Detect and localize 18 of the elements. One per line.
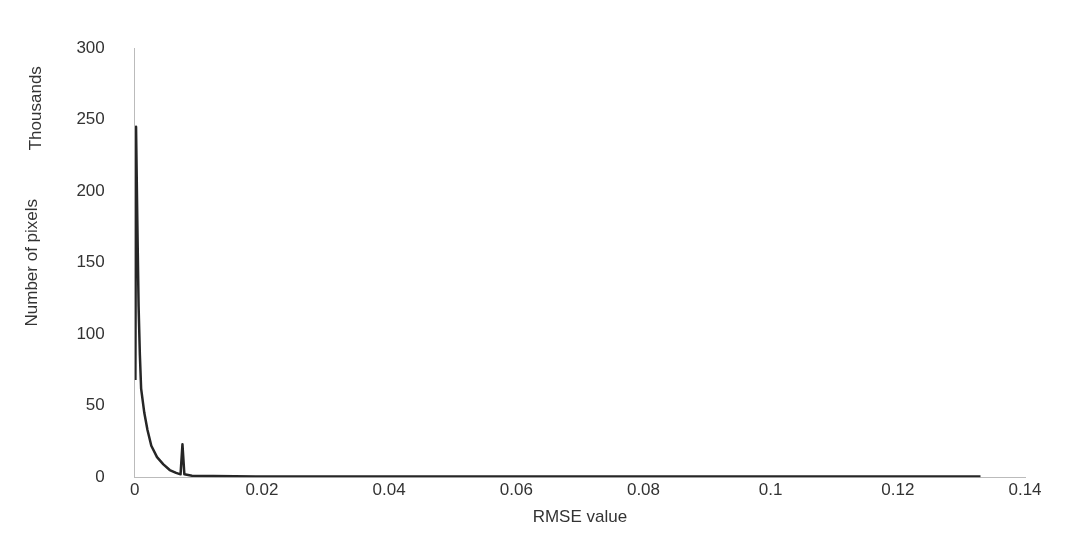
y-tick-label: 0 (95, 466, 105, 486)
y-tick-label: 250 (76, 109, 105, 129)
x-tick-label: 0.12 (881, 480, 915, 500)
x-tick-label: 0.1 (758, 480, 783, 500)
x-axis-title: RMSE value (532, 507, 628, 527)
x-tick-label: 0.14 (1008, 480, 1042, 500)
y-tick-label: 200 (76, 180, 105, 200)
x-tick-label: 0.04 (372, 480, 406, 500)
y-tick-label: 100 (76, 323, 105, 343)
y-tick-label: 150 (76, 252, 105, 272)
x-tick-label: 0 (130, 480, 140, 500)
y-axis-title: Number of pixels (21, 198, 41, 327)
y-tick-label: 300 (76, 37, 105, 57)
x-tick-label: 0.02 (245, 480, 279, 500)
x-tick-label: 0.06 (499, 480, 533, 500)
x-tick-label: 0.08 (626, 480, 661, 500)
text: Thousands (25, 66, 45, 151)
y-tick-label: 50 (85, 395, 105, 415)
